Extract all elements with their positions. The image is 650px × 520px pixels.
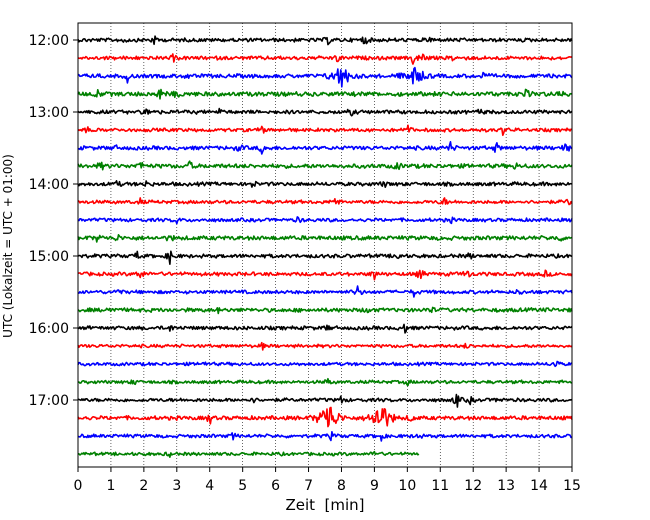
y-tick-label: 12:00 (29, 33, 69, 49)
trace-1715 (77, 406, 573, 428)
trace-1545 (77, 306, 573, 315)
trace-1515 (77, 269, 573, 281)
trace-1500 (77, 250, 573, 265)
x-tick-label: 4 (205, 478, 214, 494)
trace-1245 (77, 88, 573, 100)
trace-1700 (77, 393, 573, 408)
trace-1330 (77, 140, 573, 155)
trace-1730 (77, 430, 573, 442)
trace-1630 (77, 360, 573, 368)
y-tick-label: 14:00 (29, 177, 69, 193)
trace-1615 (77, 341, 573, 351)
trace-1530 (77, 285, 573, 298)
x-tick-label: 2 (139, 478, 148, 494)
x-tick-label: 14 (530, 478, 548, 494)
x-axis: 0 1 2 3 4 5 6 7 8 9 10 11 12 13 14 15 (74, 467, 581, 494)
y-axis-label: UTC (Lokalzeit = UTC + 01:00) (1, 154, 15, 338)
y-tick-label: 17:00 (29, 393, 69, 409)
trace-1345 (77, 160, 573, 171)
trace-1430 (77, 216, 573, 225)
x-tick-label: 15 (563, 478, 581, 494)
trace-1215 (77, 53, 573, 65)
x-axis-label: Zeit [min] (285, 496, 364, 514)
y-tick-label: 13:00 (29, 105, 69, 121)
x-tick-label: 8 (337, 478, 346, 494)
x-tick-label: 5 (238, 478, 247, 494)
x-tick-label: 3 (172, 478, 181, 494)
x-tick-label: 10 (398, 478, 416, 494)
trace-1300 (77, 107, 573, 117)
x-tick-label: 9 (370, 478, 379, 494)
trace-1415 (77, 197, 573, 206)
trace-1645 (77, 377, 573, 387)
x-tick-label: 12 (464, 478, 482, 494)
x-tick-label: 6 (271, 478, 280, 494)
x-tick-label: 11 (431, 478, 449, 494)
trace-1230 (77, 66, 573, 88)
plot-frame (77, 22, 573, 468)
x-tick-label: 0 (74, 478, 83, 494)
traces (77, 35, 573, 458)
y-axis: 12:00 13:00 14:00 15:00 16:00 17:00 (29, 33, 78, 409)
trace-1315 (77, 124, 573, 137)
y-tick-label: 16:00 (29, 321, 69, 337)
trace-1400 (77, 180, 573, 188)
trace-1745 (77, 450, 420, 458)
x-tick-label: 1 (106, 478, 115, 494)
x-tick-label: 13 (497, 478, 515, 494)
trace-1600 (77, 323, 573, 334)
trace-1445 (77, 234, 573, 243)
trace-1200 (77, 35, 573, 46)
y-tick-label: 15:00 (29, 249, 69, 265)
x-tick-label: 7 (304, 478, 313, 494)
